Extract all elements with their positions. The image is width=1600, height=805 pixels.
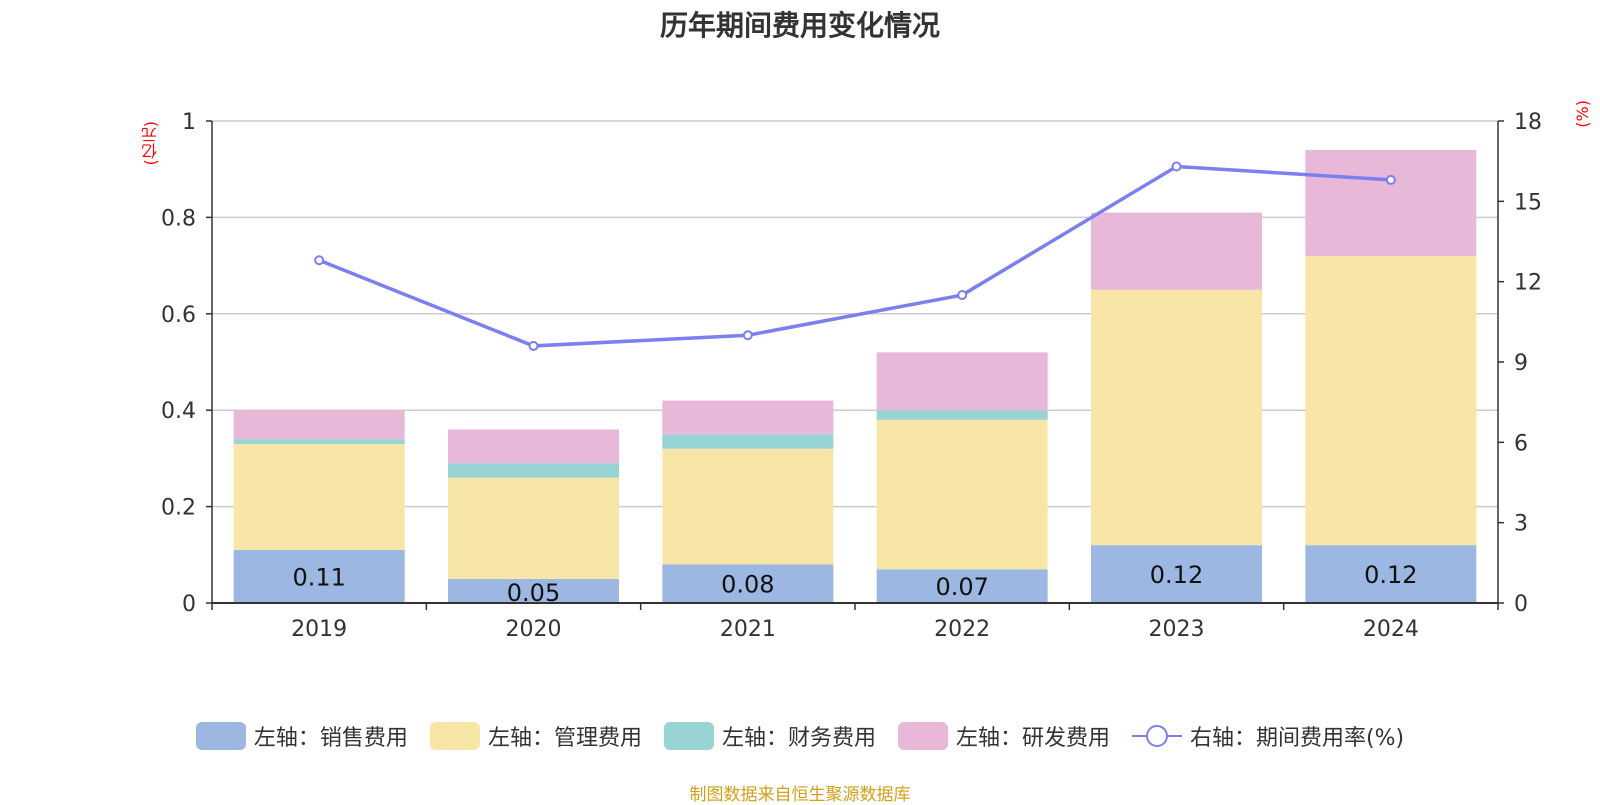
left-tick-label: 0.2	[161, 496, 196, 521]
bar-segment	[876, 419, 1048, 570]
legend-label-admin: 左轴：管理费用	[487, 726, 642, 751]
left-tick-label: 0.8	[161, 206, 196, 231]
legend-item-expense-rate[interactable]: 右轴：期间费用率(%)	[1131, 720, 1405, 752]
left-tick-label: 0.6	[161, 303, 196, 328]
x-tick-label: 2023	[1149, 617, 1205, 642]
left-tick-label: 0.4	[161, 399, 196, 424]
expense-rate-point	[314, 255, 325, 266]
bar-data-label: 0.12	[1364, 561, 1417, 589]
legend-label-sales: 左轴：销售费用	[253, 726, 408, 751]
right-tick-label: 15	[1514, 190, 1542, 215]
x-tick-label: 2019	[291, 617, 347, 642]
bar-segment	[1305, 255, 1477, 546]
bar-data-label: 0.11	[292, 563, 345, 591]
right-tick-label: 9	[1514, 351, 1528, 376]
bar-segment	[448, 477, 619, 579]
legend-swatch-finance	[663, 722, 714, 750]
x-tick-label: 2020	[506, 617, 562, 642]
expense-rate-point	[742, 330, 753, 341]
bar-segment	[662, 434, 834, 449]
legend-item-rnd[interactable]: 左轴：研发费用	[897, 720, 1110, 752]
legend-label-expense-rate: 右轴：期间费用率(%)	[1189, 726, 1405, 751]
bar-segment	[662, 400, 834, 435]
right-tick-label: 12	[1514, 271, 1542, 296]
bar-data-label: 0.12	[1150, 561, 1203, 589]
expense-rate-point	[528, 340, 539, 351]
bar-segment	[1305, 149, 1477, 256]
bar-segment	[1091, 212, 1262, 290]
bar-segment	[876, 410, 1048, 420]
right-tick-label: 18	[1514, 110, 1542, 135]
bar-segment	[1305, 545, 1477, 603]
x-tick-label: 2024	[1363, 617, 1419, 642]
bar-segment	[662, 564, 834, 603]
bar-segment	[876, 569, 1048, 603]
expense-rate-line	[318, 164, 1391, 348]
bar-segment	[233, 549, 405, 603]
legend-item-admin[interactable]: 左轴：管理费用	[429, 720, 642, 752]
expense-rate-point	[1171, 161, 1182, 172]
x-tick-label: 2022	[934, 617, 990, 642]
bar-segment	[233, 439, 405, 444]
legend-label-finance: 左轴：财务费用	[721, 726, 876, 751]
bar-segment	[448, 429, 619, 464]
bar-segment	[1091, 545, 1262, 603]
bar-segment	[876, 352, 1048, 411]
legend-label-rnd: 左轴：研发费用	[955, 726, 1110, 751]
bar-segment	[233, 410, 405, 440]
expense-rate-point	[957, 290, 968, 301]
left-tick-label: 0	[182, 592, 196, 617]
expense-rate-point	[1385, 174, 1396, 185]
bar-segment	[448, 578, 619, 603]
left-tick-label: 1	[182, 110, 196, 135]
legend-swatch-admin	[429, 722, 480, 750]
right-tick-label: 3	[1514, 512, 1528, 537]
source-note: 制图数据来自恒生聚源数据库	[689, 785, 911, 805]
right-tick-label: 6	[1514, 431, 1528, 456]
bar-segment	[662, 448, 834, 565]
bar-data-label: 0.08	[721, 571, 774, 599]
legend-swatch-rnd	[897, 722, 948, 750]
x-tick-label: 2021	[720, 617, 776, 642]
bar-segment	[233, 443, 405, 550]
bar-data-label: 0.07	[935, 573, 988, 601]
right-tick-label: 0	[1514, 592, 1528, 617]
bar-segment	[448, 463, 619, 478]
chart-title: 历年期间费用变化情况	[659, 9, 940, 42]
legend-swatch-sales	[195, 722, 246, 750]
legend-item-sales[interactable]: 左轴：销售费用	[195, 720, 408, 752]
legend-item-finance[interactable]: 左轴：财务费用	[663, 720, 876, 752]
legend: 左轴：销售费用 左轴：管理费用 左轴：财务费用 左轴：研发费用 右轴：期间费用率…	[0, 720, 1600, 752]
legend-line-marker-icon	[1131, 722, 1182, 750]
bar-segment	[1091, 289, 1262, 546]
